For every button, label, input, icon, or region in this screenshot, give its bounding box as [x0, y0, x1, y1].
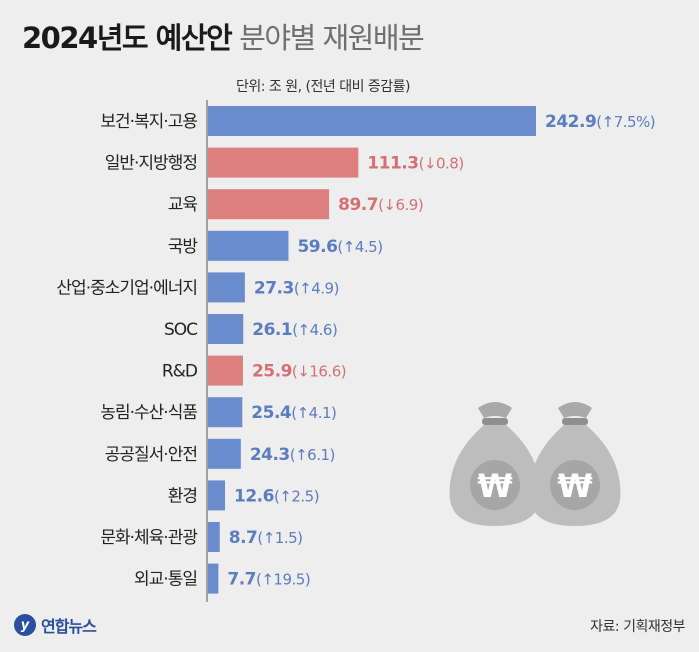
bar: [208, 355, 243, 386]
value-label: 25.4(↑4.1): [251, 403, 336, 423]
category-label: 교육: [168, 195, 198, 215]
money-bag-icon: ₩: [529, 402, 621, 526]
value-label: 242.9(↑7.5%): [545, 112, 655, 132]
bar: [208, 106, 536, 136]
category-label: 보건·복지·고용: [100, 112, 197, 132]
value-label: 27.3(↑4.9): [254, 278, 339, 298]
value-label: 7.7(↑19.5): [227, 570, 310, 590]
value-label: 25.9(↓16.6): [252, 362, 346, 382]
category-label: 농림·수산·식품: [100, 403, 197, 423]
bar: [208, 397, 243, 428]
category-label: 문화·체육·관광: [100, 528, 197, 548]
title-main: 2024년도 예산안: [22, 21, 233, 55]
category-label: 외교·통일: [134, 570, 197, 590]
svg-text:₩: ₩: [477, 467, 512, 505]
money-bags-illustration: ₩ ₩: [449, 402, 621, 526]
value-label: 8.7(↑1.5): [229, 528, 303, 548]
value-label: 26.1(↑4.6): [252, 320, 337, 340]
logo-mark-icon: y: [14, 614, 36, 636]
bar: [208, 230, 289, 261]
bar: [208, 522, 220, 552]
bar: [208, 480, 226, 511]
category-label: 일반·지방행정: [105, 154, 197, 174]
bar: [208, 314, 244, 344]
category-label: 산업·중소기업·에너지: [56, 278, 197, 298]
value-label: 59.6(↑4.5): [297, 237, 382, 257]
bar: [208, 438, 241, 469]
value-label: 89.7(↓6.9): [338, 195, 423, 215]
yonhap-logo: y 연합뉴스: [14, 613, 97, 637]
value-label: 111.3(↓0.8): [367, 154, 463, 174]
money-bag-icon: ₩: [449, 402, 541, 526]
bar: [208, 563, 219, 594]
bar: [208, 272, 245, 303]
page-title: 2024년도 예산안 분야별 재원배분: [22, 15, 425, 57]
bar: [208, 147, 359, 178]
value-label: 12.6(↑2.5): [234, 486, 319, 506]
unit-note: 단위: 조 원, (전년 대비 증감률): [236, 79, 411, 95]
value-label: 24.3(↑6.1): [250, 445, 335, 465]
category-label: 공공질서·안전: [105, 445, 197, 465]
title-sub: 분야별 재원배분: [239, 21, 424, 55]
category-label: 국방: [168, 237, 199, 257]
category-label: SOC: [164, 320, 197, 340]
category-label: R&D: [162, 362, 198, 382]
category-label: 환경: [168, 486, 197, 506]
svg-text:₩: ₩: [557, 467, 592, 505]
logo-text: 연합뉴스: [41, 617, 97, 636]
bar: [208, 189, 330, 220]
source-note: 자료: 기획재정부: [590, 619, 685, 635]
